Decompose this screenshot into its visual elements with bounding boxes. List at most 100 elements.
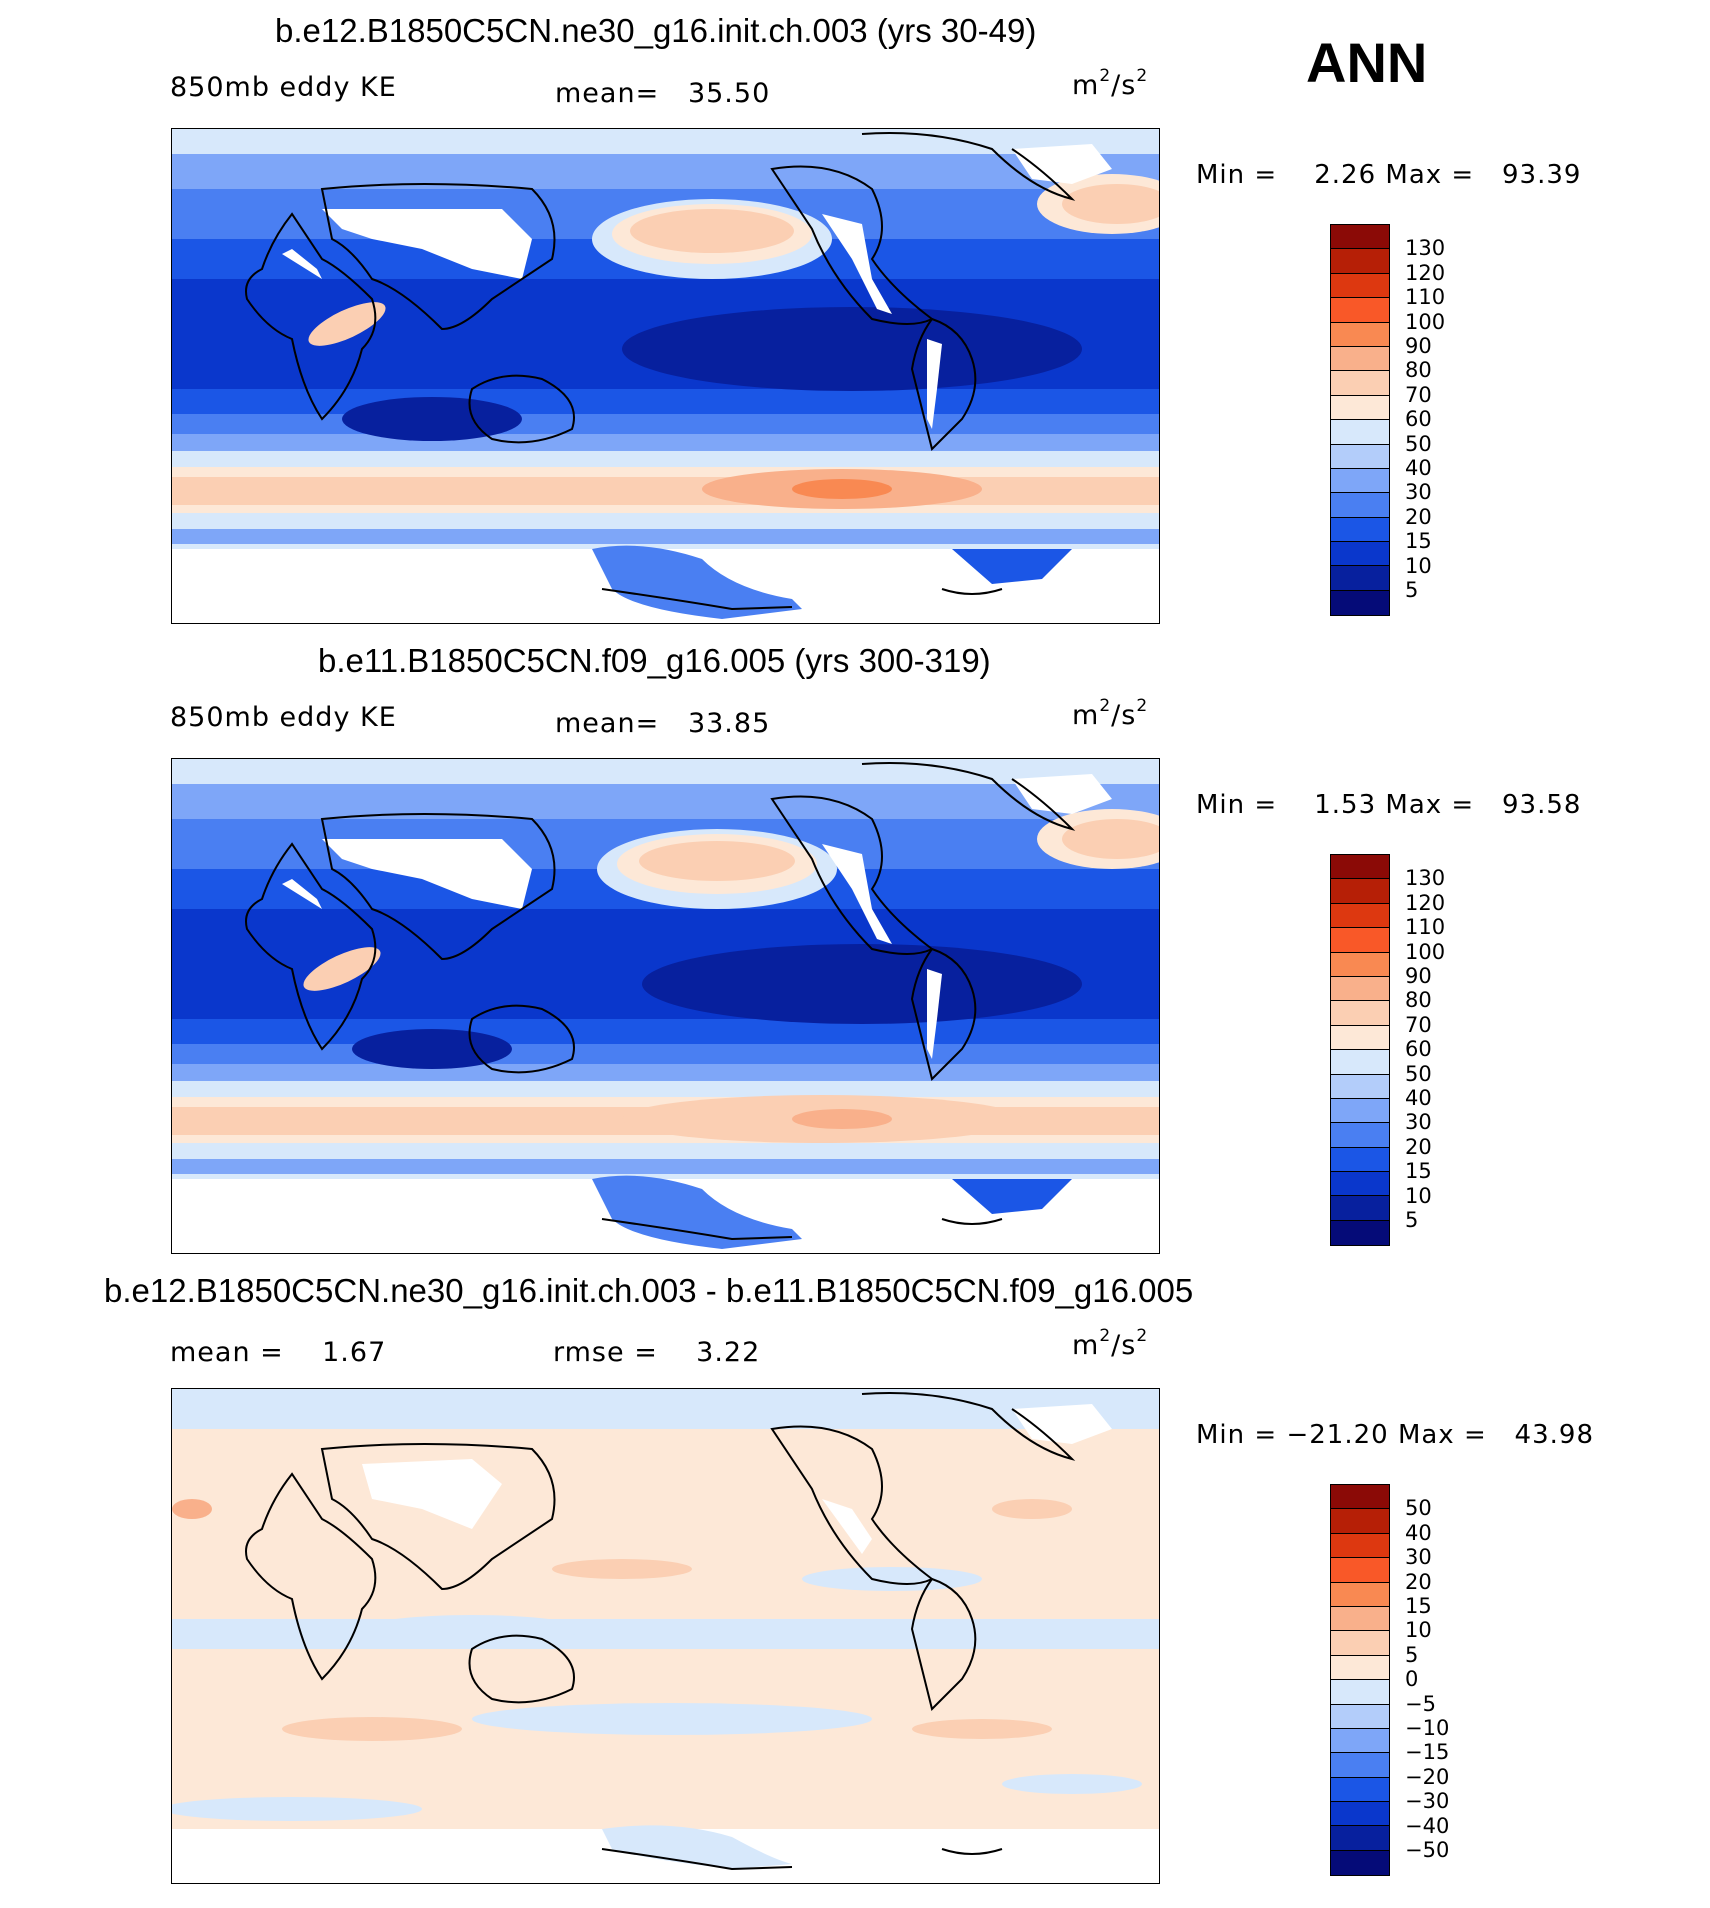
colorbar-tick-label: 15 [1405, 1594, 1432, 1618]
panel3-rmse-label: rmse = [553, 1337, 658, 1368]
colorbar-tick-label: 130 [1405, 236, 1446, 261]
colorbar-swatch [1331, 542, 1389, 567]
colorbar-tick-label: −40 [1405, 1813, 1450, 1838]
colorbar-swatch [1331, 1680, 1389, 1705]
panel3-rmse-value: 3.22 [696, 1337, 761, 1368]
colorbar-tick-label: 0 [1405, 1667, 1419, 1692]
panel3-minmax: Min = −21.20 Max = 43.98 [1196, 1420, 1594, 1450]
colorbar-swatch [1331, 879, 1389, 904]
panel1-max-value: 93.39 [1502, 160, 1582, 190]
colorbar-tick-label: 15 [1405, 1159, 1432, 1184]
colorbar-tick-label: 40 [1405, 456, 1432, 480]
colorbar-swatch [1331, 273, 1389, 299]
colorbar-tick-label: 30 [1405, 1545, 1432, 1570]
colorbar-tick-label: 130 [1405, 866, 1446, 891]
colorbar-tick-label: 70 [1405, 382, 1432, 407]
panel1-colorbar [1330, 224, 1390, 617]
colorbar-tick-label: 20 [1405, 1134, 1432, 1159]
panel2-min-value: 1.53 [1314, 790, 1377, 820]
panel3-mean-stat: mean = 1.67 [170, 1337, 386, 1368]
colorbar-tick-label: 10 [1405, 1183, 1432, 1208]
colorbar-swatch [1331, 371, 1389, 396]
colorbar-tick-label: 30 [1405, 480, 1432, 505]
colorbar-tick-label: 20 [1405, 504, 1432, 529]
colorbar-tick-label: 15 [1405, 529, 1432, 554]
panel1-variable-label: 850mb eddy KE [170, 72, 397, 103]
panel1-map [171, 128, 1160, 624]
panel3-title: b.e12.B1850C5CN.ne30_g16.init.ch.003 - b… [104, 1272, 1194, 1309]
colorbar-swatch [1331, 517, 1389, 543]
colorbar-tick-label: 80 [1405, 988, 1432, 1013]
colorbar-tick-label: 5 [1405, 1208, 1419, 1232]
colorbar-swatch [1331, 855, 1389, 880]
colorbar-tick-label: 40 [1405, 1086, 1432, 1110]
panel3-max-value: 43.98 [1514, 1420, 1594, 1450]
colorbar-swatch [1331, 346, 1389, 372]
colorbar-swatch [1331, 952, 1389, 977]
colorbar-swatch [1331, 1826, 1389, 1851]
colorbar-tick-label: 120 [1405, 890, 1446, 915]
panel2-minmax: Min = 1.53 Max = 93.58 [1196, 790, 1581, 820]
colorbar-tick-label: −20 [1405, 1764, 1450, 1789]
panel2-min-label: Min = [1196, 790, 1278, 820]
panel2-max-value: 93.58 [1502, 790, 1582, 820]
colorbar-swatch [1331, 1533, 1389, 1559]
panel1-map-svg [172, 129, 1159, 623]
colorbar-swatch [1331, 1220, 1389, 1246]
panel3-units: m2/s2 [1072, 1326, 1149, 1361]
colorbar-tick-label: −30 [1405, 1789, 1450, 1814]
colorbar-swatch [1331, 1098, 1389, 1124]
colorbar-swatch [1331, 1582, 1389, 1607]
colorbar-swatch [1331, 298, 1389, 323]
panel2-max-label: Max = [1385, 790, 1475, 820]
colorbar-swatch [1331, 1196, 1389, 1221]
colorbar-swatch [1331, 903, 1389, 929]
panel1-minmax: Min = 2.26 Max = 93.39 [1196, 160, 1581, 190]
colorbar-tick-label: −15 [1405, 1740, 1450, 1765]
panel2-map-svg [172, 759, 1159, 1253]
colorbar-tick-label: −5 [1405, 1691, 1436, 1716]
colorbar-swatch [1331, 566, 1389, 591]
colorbar-tick-label: 120 [1405, 260, 1446, 285]
colorbar-tick-label: 40 [1405, 1520, 1432, 1545]
panel3-min-value: −21.20 [1286, 1420, 1389, 1450]
panel1-title: b.e12.B1850C5CN.ne30_g16.init.ch.003 (yr… [275, 12, 1037, 49]
colorbar-tick-label: 20 [1405, 1569, 1432, 1594]
colorbar-tick-label: −50 [1405, 1838, 1450, 1862]
panel2-mean-stat: mean= 33.85 [555, 708, 770, 739]
colorbar-swatch [1331, 1631, 1389, 1656]
panel2-variable-label: 850mb eddy KE [170, 702, 397, 733]
colorbar-tick-label: 50 [1405, 1061, 1432, 1086]
colorbar-tick-label: 110 [1405, 915, 1446, 940]
panel1-units: m2/s2 [1072, 66, 1149, 101]
colorbar-swatch [1331, 493, 1389, 518]
panel3-map-svg [172, 1389, 1159, 1883]
panel3-max-label: Max = [1397, 1420, 1487, 1450]
colorbar-swatch [1331, 1704, 1389, 1729]
colorbar-swatch [1331, 468, 1389, 494]
colorbar-swatch [1331, 1147, 1389, 1173]
colorbar-swatch [1331, 1509, 1389, 1534]
season-label: ANN [1306, 31, 1428, 94]
colorbar-tick-label: 80 [1405, 358, 1432, 383]
colorbar-swatch [1331, 1172, 1389, 1197]
colorbar-swatch [1331, 1728, 1389, 1754]
colorbar-tick-label: 50 [1405, 1496, 1432, 1521]
colorbar-tick-label: 100 [1405, 309, 1446, 334]
colorbar-tick-label: 60 [1405, 1037, 1432, 1062]
panel2-title: b.e11.B1850C5CN.f09_g16.005 (yrs 300-319… [318, 642, 991, 679]
colorbar-swatch [1331, 1485, 1389, 1510]
panel1-max-label: Max = [1385, 160, 1475, 190]
colorbar-tick-label: 5 [1405, 578, 1419, 602]
colorbar-swatch [1331, 322, 1389, 347]
colorbar-swatch [1331, 590, 1389, 616]
colorbar-tick-label: 70 [1405, 1012, 1432, 1037]
panel1-mean-label: mean= [555, 78, 660, 109]
colorbar-swatch [1331, 420, 1389, 445]
panel3-map [171, 1388, 1160, 1884]
panel3-mean-label: mean = [170, 1337, 284, 1368]
panel3-rmse-stat: rmse = 3.22 [553, 1337, 760, 1368]
panel2-units: m2/s2 [1072, 696, 1149, 731]
colorbar-tick-label: 90 [1405, 964, 1432, 988]
colorbar-tick-label: 5 [1405, 1642, 1419, 1667]
